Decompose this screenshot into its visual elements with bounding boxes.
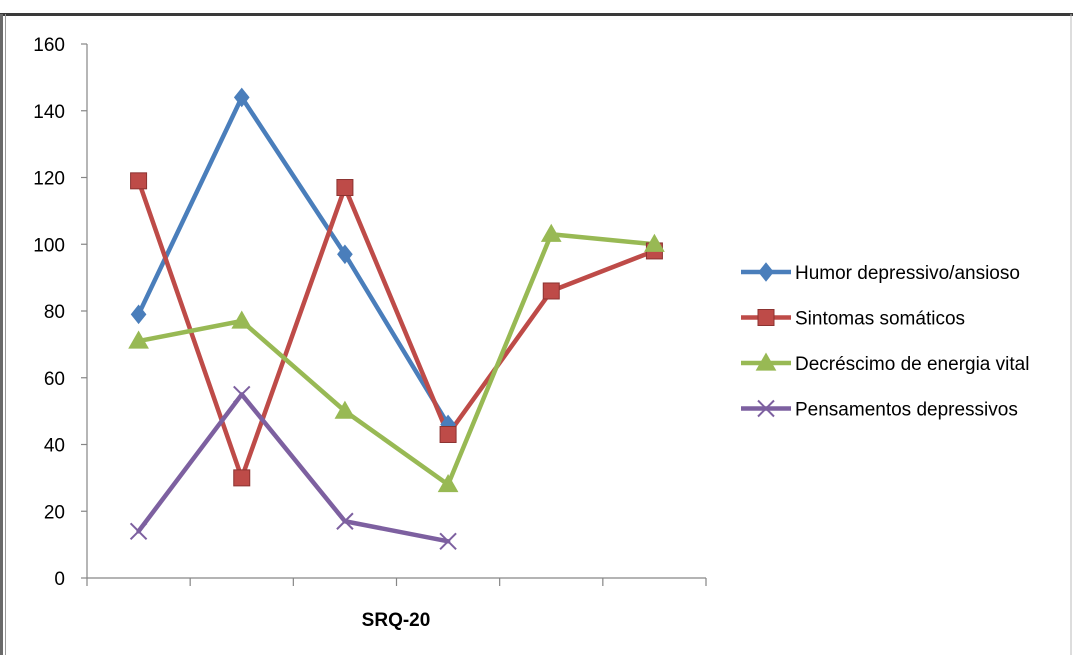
series-lines — [136, 95, 657, 544]
series-line-2 — [136, 178, 657, 481]
legend: Humor depressivo/ansioso Sintomas somátic… — [741, 262, 1029, 421]
data-point-s4-1 — [129, 522, 148, 540]
series-line-3 — [136, 231, 657, 487]
data-point-s2-4 — [439, 425, 457, 443]
data-point-s3-5 — [540, 223, 562, 242]
data-point-s3-6 — [644, 233, 665, 252]
data-point-s4-3 — [336, 512, 354, 530]
legend-label-4: Pensamentos depressivos — [795, 400, 1018, 421]
y-tick-label: 160 — [33, 35, 65, 56]
legend-marker-3 — [755, 352, 777, 371]
data-point-s2-1 — [130, 172, 148, 190]
legend-label-3: Decréscimo de energia vital — [795, 354, 1029, 375]
legend-marker-1 — [758, 262, 774, 282]
series-line-1 — [136, 95, 451, 427]
data-point-s3-1 — [128, 330, 149, 349]
y-tick-label: 80 — [44, 302, 65, 323]
chart-top-border — [0, 0, 1073, 14]
y-tick-label: 60 — [44, 369, 65, 390]
data-point-s1-3 — [337, 244, 353, 265]
x-axis-title: SRQ-20 — [362, 610, 431, 631]
x-axis — [86, 577, 707, 586]
data-point-s2-2 — [233, 469, 251, 487]
data-point-s4-2 — [233, 385, 251, 404]
y-tick-label: 120 — [33, 169, 65, 190]
data-point-s4-4 — [439, 532, 457, 550]
y-tick-label: 20 — [44, 502, 65, 523]
y-axis: 0 20 40 60 80 100 120 140 160 — [33, 35, 88, 590]
data-point-s3-3 — [334, 400, 356, 419]
legend-label-2: Sintomas somáticos — [795, 309, 965, 330]
legend-marker-2 — [757, 309, 775, 326]
y-tick-label: 0 — [54, 569, 65, 590]
y-tick-label: 40 — [44, 436, 65, 457]
data-point-s1-1 — [130, 304, 147, 325]
data-point-s2-5 — [542, 282, 560, 300]
series-markers — [128, 87, 665, 550]
series-line-4 — [136, 392, 451, 544]
y-tick-label: 140 — [33, 102, 65, 123]
data-point-s1-2 — [233, 87, 250, 108]
data-point-s3-4 — [437, 474, 459, 493]
legend-label-1: Humor depressivo/ansioso — [795, 263, 1020, 284]
y-tick-label: 100 — [33, 235, 65, 256]
legend-marker-4 — [757, 399, 775, 418]
data-point-s3-2 — [231, 310, 253, 329]
data-point-s2-3 — [336, 179, 354, 197]
